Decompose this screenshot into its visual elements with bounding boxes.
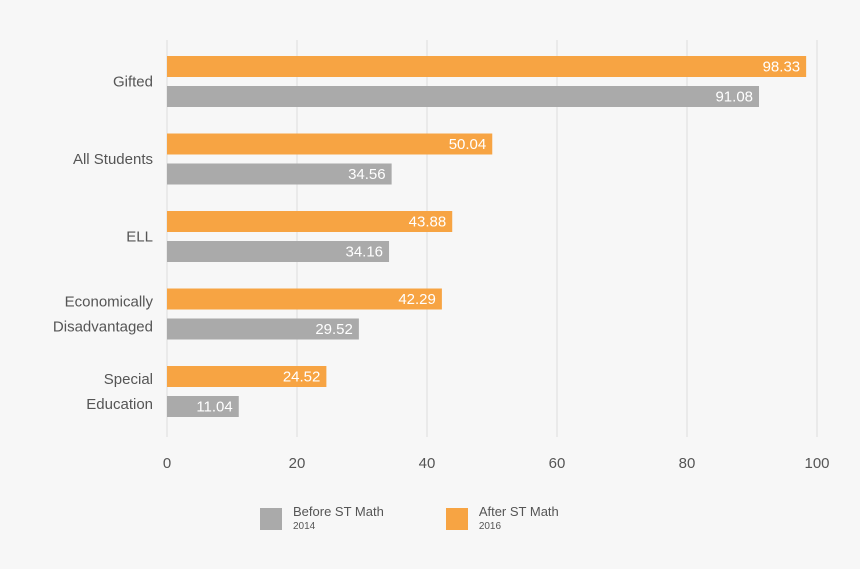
- x-tick-label: 20: [289, 455, 306, 472]
- bar-value-label: 43.88: [409, 214, 447, 231]
- category-label: Education: [86, 396, 153, 413]
- bar-before: [167, 396, 239, 417]
- x-tick-label: 80: [679, 455, 696, 472]
- legend-item-before: Before ST Math 2014: [260, 504, 384, 533]
- bar-value-label: 29.52: [315, 321, 353, 338]
- chart-plot: 0 20 40 60 80 100 98.33 91.08 Gifted 50.04 34.56 Al…: [53, 40, 830, 473]
- bar-before: [167, 86, 760, 107]
- legend-label-after: After ST Math: [478, 504, 559, 519]
- x-tick-label: 60: [549, 455, 566, 472]
- bar-value-label: 50.04: [449, 136, 487, 153]
- category-label: Special: [104, 371, 153, 388]
- category-label: Disadvantaged: [53, 319, 153, 336]
- bar-value-label: 34.16: [345, 244, 383, 261]
- bar-after: [167, 211, 453, 232]
- legend-year-after: 2016: [478, 521, 502, 532]
- x-tick-label: 0: [163, 455, 171, 472]
- legend-swatch-before: [260, 508, 282, 530]
- category-label: Economically: [65, 294, 154, 311]
- bar-before: [167, 241, 390, 262]
- legend-year-before: 2014: [293, 521, 316, 532]
- bar-value-label: 91.08: [715, 89, 753, 106]
- bar-after: [167, 133, 493, 155]
- bar-layer: [167, 56, 807, 417]
- bar-after: [167, 288, 442, 310]
- bar-before: [167, 163, 392, 185]
- bar-value-label: 98.33: [763, 59, 801, 76]
- bar-value-label: 11.04: [196, 399, 232, 416]
- category-label: Gifted: [113, 74, 153, 91]
- legend-item-after: After ST Math 2016: [445, 504, 559, 533]
- legend-swatch-after: [445, 508, 468, 530]
- legend: Before ST Math 2014 After ST Math 2016: [260, 504, 559, 533]
- bar-value-label: 34.56: [348, 166, 386, 183]
- x-tick-label: 40: [419, 455, 436, 472]
- bar-value-label: 42.29: [398, 291, 436, 308]
- bar-before: [167, 318, 359, 340]
- category-label: All Students: [73, 151, 153, 168]
- bar-value-label: 24.52: [283, 369, 321, 386]
- x-tick-label: 100: [804, 455, 829, 472]
- legend-label-before: Before ST Math: [293, 504, 384, 519]
- bar-after: [167, 56, 807, 77]
- bar-after: [167, 366, 327, 387]
- category-label: ELL: [126, 229, 153, 246]
- label-layer: 0 20 40 60 80 100 98.33 91.08 Gifted 50.04 34.56 Al…: [53, 59, 830, 473]
